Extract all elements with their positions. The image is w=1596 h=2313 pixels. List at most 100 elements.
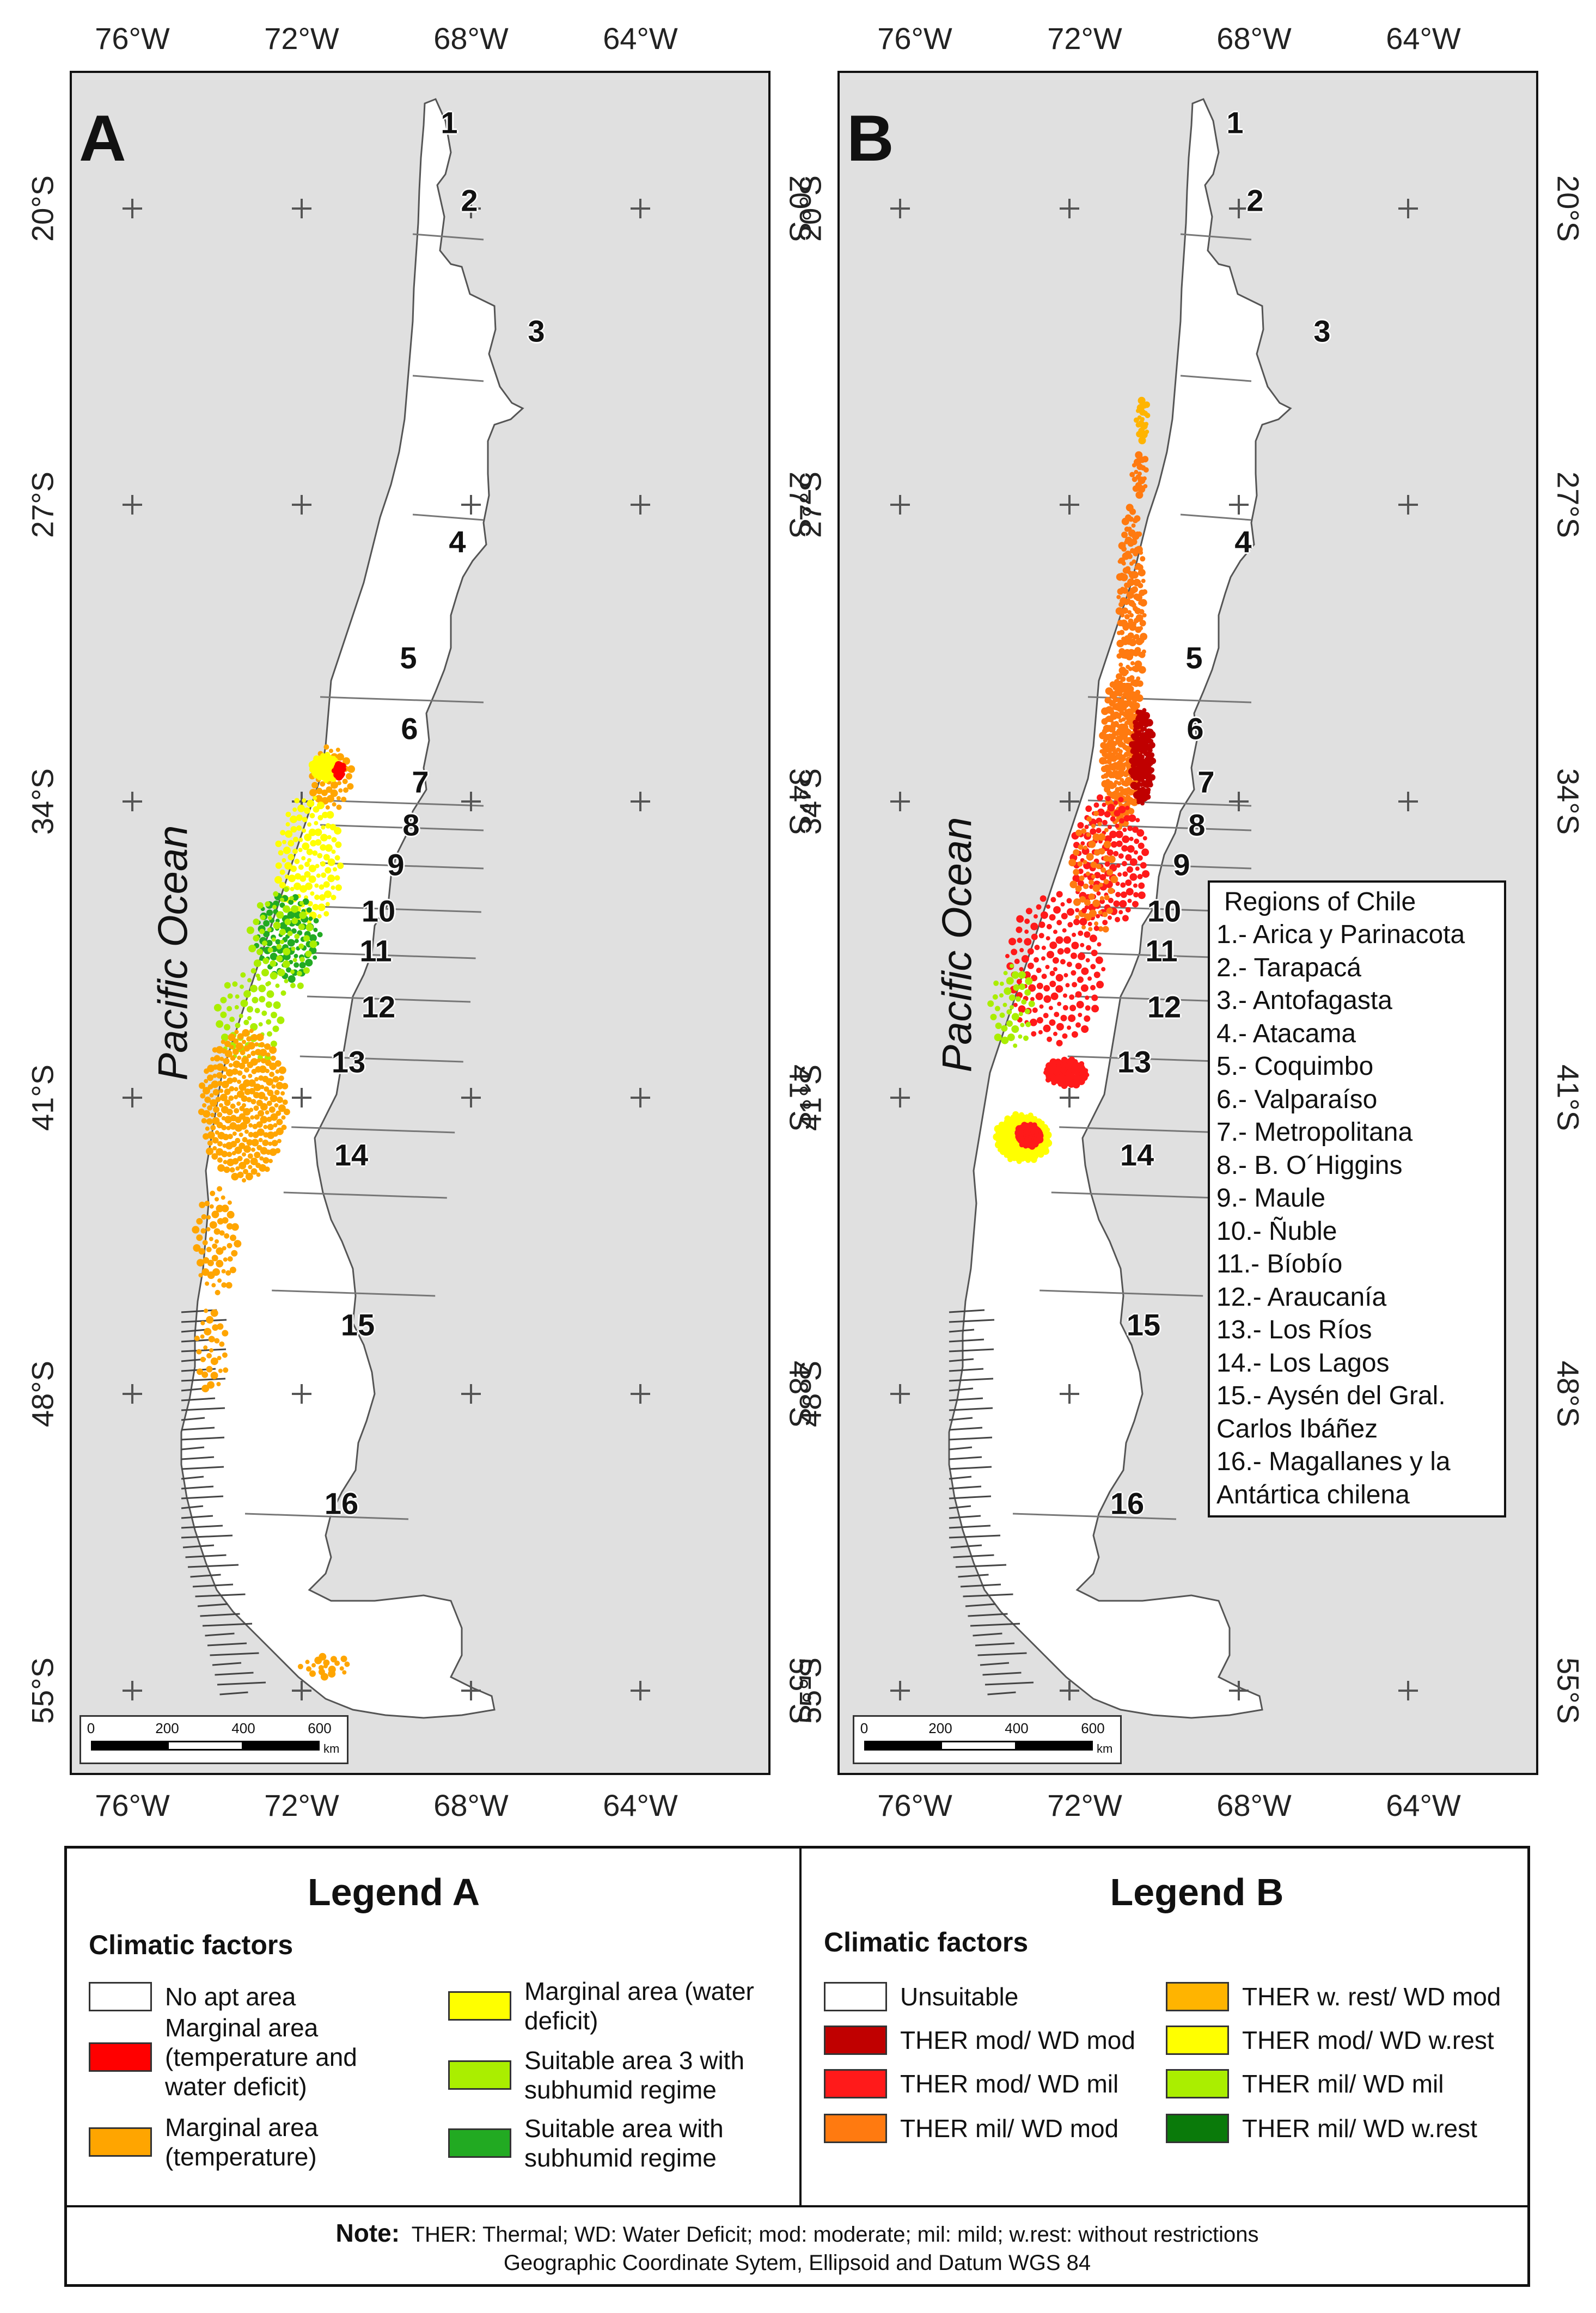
legend-b-item-unsuitable: Unsuitable [824, 1982, 1018, 2011]
lat-label-34s-b: 34°S [793, 768, 828, 835]
map-a-suitability-patch [276, 955, 283, 962]
map-b-suitability-patch [1108, 855, 1116, 864]
map-a-suitability-patch [243, 1067, 249, 1073]
map-a-suitability-patch [273, 921, 281, 929]
map-b-suitability-patch [1143, 467, 1149, 473]
map-a-region-boundary [283, 1191, 447, 1199]
map-a-suitability-patch [323, 778, 329, 784]
map-b-suitability-patch [1091, 1005, 1099, 1013]
map-b-suitability-patch [1142, 726, 1147, 731]
map-b-suitability-patch [1053, 906, 1061, 914]
map-b-suitability-patch [1066, 898, 1072, 904]
map-a-suitability-patch [224, 982, 231, 989]
legend-swatch [89, 1982, 152, 2011]
map-b-suitability-patch [1136, 800, 1141, 805]
map-b-suitability-patch [1075, 915, 1080, 920]
map-a-suitability-patch [243, 1168, 248, 1174]
map-a-suitability-patch [227, 1152, 233, 1158]
map-a-suitability-patch [207, 1074, 213, 1081]
map-b-suitability-patch [1137, 855, 1143, 861]
map-a-suitability-patch [227, 1158, 235, 1166]
map-a-suitability-patch [223, 1166, 230, 1173]
map-a-suitability-patch [203, 1345, 208, 1350]
map-b-suitability-patch [1063, 973, 1068, 978]
map-b-suitability-patch [1049, 1019, 1056, 1026]
map-a-suitability-patch [206, 1315, 214, 1324]
map-b-suitability-patch [1102, 803, 1106, 807]
map-a-suitability-patch [250, 968, 256, 974]
lat-label-20s-a: 20°S [25, 175, 60, 242]
map-a-suitability-patch [237, 1171, 244, 1178]
map-b-suitability-patch [1146, 787, 1151, 792]
map-a-suitability-patch [259, 1042, 265, 1048]
map-a-suitability-patch [309, 813, 315, 818]
map-a-suitability-patch [266, 1019, 272, 1025]
map-a-suitability-patch [291, 946, 296, 951]
map-b-suitability-patch [1149, 757, 1157, 764]
map-a-suitability-patch [253, 919, 260, 925]
map-b-suitability-patch [1132, 826, 1139, 833]
map-a-suitability-patch [230, 1234, 236, 1241]
map-a-suitability-patch [226, 1223, 233, 1230]
map-a-suitability-patch [210, 1190, 216, 1196]
map-a-suitability-patch [244, 1129, 249, 1134]
map-a-suitability-patch [347, 765, 355, 773]
map-a-suitability-patch [222, 1217, 229, 1224]
map-a-suitability-patch [203, 1133, 210, 1140]
map-a-suitability-patch [256, 1128, 265, 1136]
map-b-suitability-patch [1093, 971, 1100, 978]
map-a-suitability-patch [331, 895, 337, 901]
map-b-suitability-patch [1061, 1056, 1068, 1063]
legend-label: Unsuitable [900, 1982, 1019, 2011]
map-a-suitability-patch [260, 1103, 268, 1111]
map-b-suitability-patch [1148, 742, 1155, 749]
ocean-label-a: Pacific Ocean [150, 825, 197, 1081]
lon-label-68w-bottom-a: 68°W [433, 1788, 509, 1822]
map-a-suitability-patch [204, 1308, 209, 1313]
map-b-suitability-patch [1042, 1147, 1049, 1155]
map-b-suitability-patch [1049, 914, 1056, 921]
map-a-suitability-patch [341, 797, 347, 803]
map-b-suitability-patch [1089, 884, 1094, 889]
map-a-suitability-patch [200, 1321, 205, 1325]
map-b-suitability-patch [1100, 766, 1108, 773]
map-b-suitability-patch [1099, 731, 1107, 739]
region-number-12-b: 12 [1147, 989, 1182, 1024]
map-a-suitability-patch [201, 1118, 207, 1124]
map-b-suitability-patch [1072, 982, 1078, 988]
map-a-suitability-patch [253, 1105, 259, 1111]
map-a-suitability-patch [299, 962, 306, 969]
map-a-suitability-patch [269, 1062, 277, 1070]
map-a-suitability-patch [222, 1074, 227, 1079]
map-a-suitability-patch [334, 875, 340, 881]
map-a-suitability-patch [303, 935, 310, 942]
lat-label-20s-b: 20°S [793, 175, 828, 242]
map-a-suitability-patch [291, 917, 298, 925]
map-a-suitability-patch [297, 1663, 303, 1669]
map-b-suitability-patch [1056, 1023, 1064, 1031]
region-number-3-a: 3 [528, 314, 545, 348]
map-a-suitability-patch [274, 1103, 279, 1107]
legend-b-item-mil-wrest: THER mil/ WD w.rest [1166, 2114, 1477, 2143]
map-b-suitability-patch [1102, 819, 1108, 825]
map-a-suitability-patch [217, 1278, 222, 1283]
map-b-suitability-patch [1044, 1139, 1053, 1147]
map-a-suitability-patch [267, 1090, 274, 1097]
map-a-suitability-patch [254, 1152, 261, 1159]
map-a-suitability-patch [307, 858, 311, 862]
map-b-suitability-patch [1135, 491, 1144, 499]
map-b-suitability-patch [1132, 901, 1139, 908]
chile-map-a [123, 98, 650, 1719]
map-b-suitability-patch [1128, 618, 1134, 624]
map-a-suitability-patch [343, 787, 348, 793]
map-a-suitability-patch [312, 850, 318, 856]
map-a-suitability-patch [313, 755, 320, 762]
map-b-suitability-patch [1055, 974, 1063, 982]
note-text: THER: Thermal; WD: Water Deficit; mod: m… [411, 2223, 1259, 2247]
map-a-suitability-patch [251, 1147, 255, 1152]
map-b-suitability-patch [1045, 1077, 1051, 1083]
map-b-suitability-patch [1113, 850, 1119, 856]
map-a-suitability-patch [265, 1068, 270, 1073]
map-b-suitability-patch [994, 1033, 1002, 1042]
map-a-suitability-patch [263, 920, 270, 927]
